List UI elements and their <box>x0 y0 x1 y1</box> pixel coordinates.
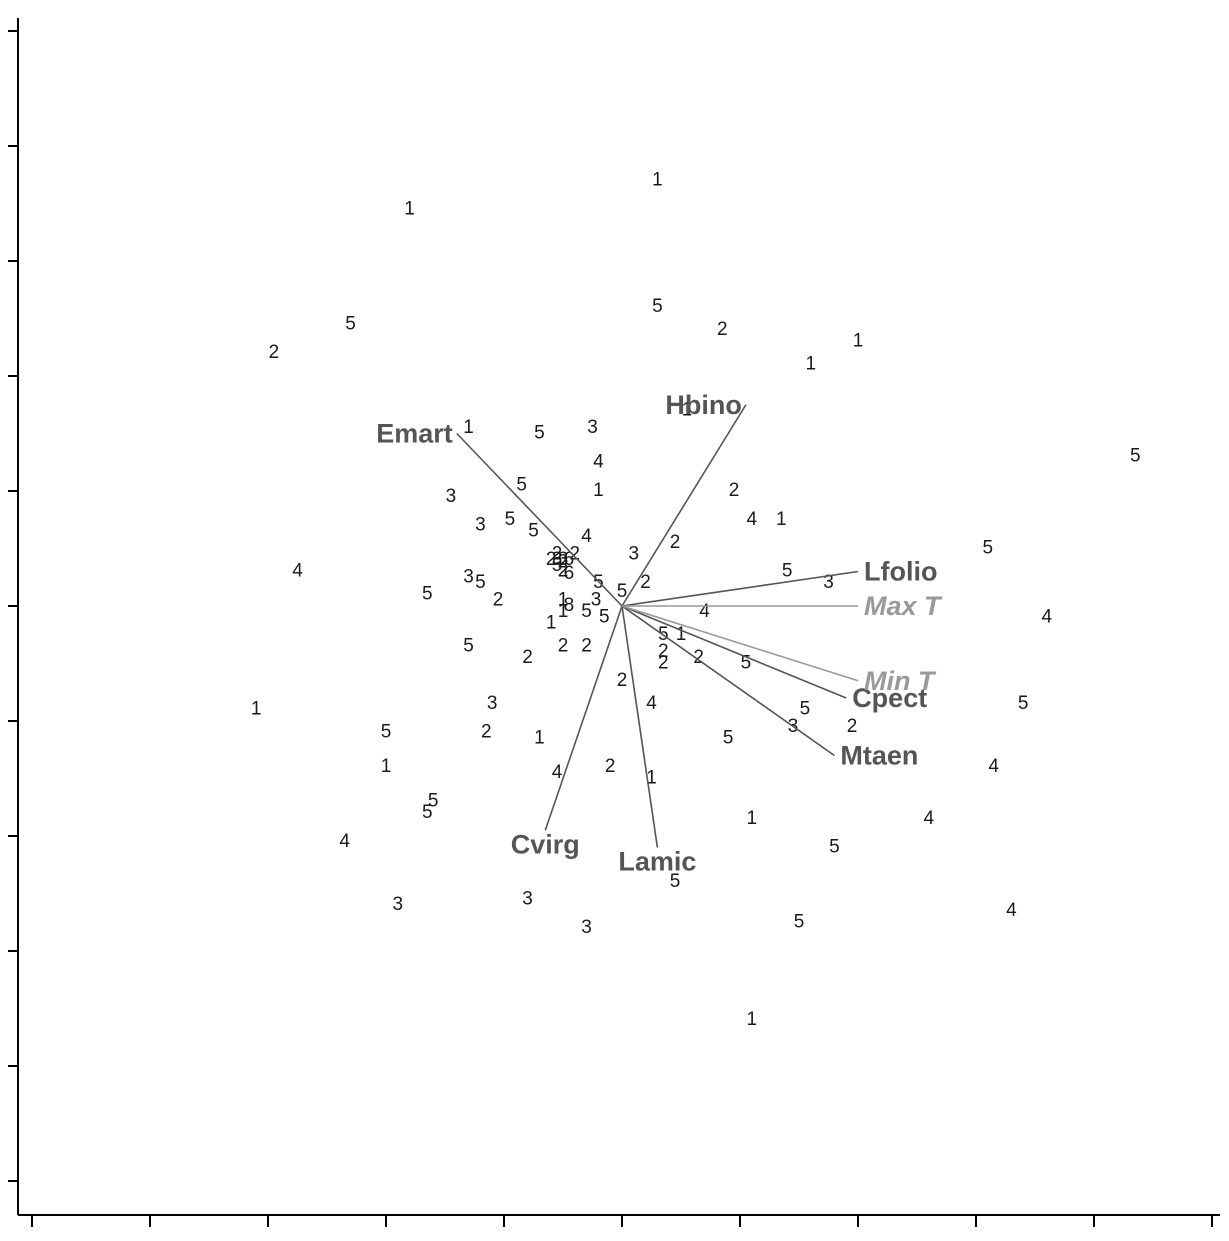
site-point: 5 <box>800 699 811 720</box>
site-point: 2 <box>729 480 740 501</box>
site-point: 5 <box>1018 693 1029 714</box>
site-point: 2 <box>670 532 681 553</box>
site-point: 4 <box>339 831 350 852</box>
site-point: 5 <box>794 911 805 932</box>
site-point: 1 <box>593 480 604 501</box>
site-point: 1 <box>463 417 474 438</box>
site-point: 5 <box>723 727 734 748</box>
site-point: 2 <box>581 635 592 656</box>
site-point: 4 <box>924 808 935 829</box>
site-point: 4 <box>581 526 592 547</box>
species-vector-label: Emart <box>376 419 453 449</box>
site-point: 3 <box>446 486 457 507</box>
site-point: 4 <box>699 601 710 622</box>
site-point: 5 <box>463 635 474 656</box>
site-point: 5 <box>534 423 545 444</box>
site-point: 4 <box>552 762 563 783</box>
site-point: 2 <box>522 647 533 668</box>
site-point: 4 <box>1006 900 1017 921</box>
site-point: 2 <box>717 319 728 340</box>
site-point: 2 <box>558 551 569 572</box>
site-point: 1 <box>404 198 415 219</box>
site-point: 5 <box>422 584 433 605</box>
site-point: 4 <box>593 451 604 472</box>
site-point: 5 <box>345 313 356 334</box>
site-point: 1 <box>546 612 557 633</box>
site-point: 1 <box>676 624 687 645</box>
site-point: 4 <box>292 561 303 582</box>
site-point: 4 <box>988 756 999 777</box>
site-point: 5 <box>1130 446 1141 467</box>
species-vectors: Hbino Emart Lfolio Cpect Mtaen Cvirg Lamic <box>376 390 937 877</box>
site-point: 2 <box>658 653 669 674</box>
site-point: 2 <box>481 722 492 743</box>
site-point: 3 <box>587 417 598 438</box>
site-point: 4 <box>747 509 758 530</box>
site-point: 5 <box>782 561 793 582</box>
site-point: 1 <box>776 509 787 530</box>
site-point: 5 <box>599 607 610 628</box>
site-point: 2 <box>847 716 858 737</box>
site-point: 3 <box>463 566 474 587</box>
site-point: 5 <box>505 509 516 530</box>
site-point: 5 <box>983 538 994 559</box>
site-point: 1 <box>747 1009 758 1030</box>
site-point: 5 <box>422 802 433 823</box>
site-point: 1 <box>747 808 758 829</box>
supplementary-vector-label: Max T <box>864 591 943 621</box>
axis-ticks <box>8 31 1212 1227</box>
site-point: 1 <box>558 601 569 622</box>
site-point: 3 <box>522 888 533 909</box>
site-point: 1 <box>652 170 663 191</box>
site-point: 1 <box>381 756 392 777</box>
supplementary-vector-label: Min T <box>864 666 937 696</box>
site-point: 1 <box>853 331 864 352</box>
site-point: 5 <box>528 520 539 541</box>
site-point: 3 <box>393 894 404 915</box>
site-point: 1 <box>806 354 817 375</box>
species-vector-label: Lfolio <box>864 557 937 587</box>
site-point: 2 <box>493 589 504 610</box>
site-point: 3 <box>581 917 592 938</box>
site-point: 5 <box>381 722 392 743</box>
site-point: 1 <box>534 727 545 748</box>
site-point: 3 <box>629 543 640 564</box>
species-vector-arrow <box>622 606 657 848</box>
site-point: 2 <box>617 670 628 691</box>
site-point: 3 <box>475 515 486 536</box>
species-vector-label: Lamic <box>618 847 696 877</box>
site-point: 5 <box>652 296 663 317</box>
species-vector-label: Cvirg <box>511 829 580 859</box>
site-point: 4 <box>646 693 657 714</box>
site-point: 5 <box>475 572 486 593</box>
site-point: 2 <box>558 635 569 656</box>
species-vector-label: Hbino <box>665 390 741 420</box>
species-vector-arrow <box>622 405 746 606</box>
site-point: 5 <box>516 474 527 495</box>
site-point: 5 <box>829 837 840 858</box>
site-point: 2 <box>269 342 280 363</box>
site-point: 4 <box>1042 607 1053 628</box>
supplementary-vectors: Max T Min T <box>622 591 943 696</box>
site-point: 1 <box>251 699 262 720</box>
site-point: 2 <box>605 756 616 777</box>
site-point: 3 <box>487 693 498 714</box>
species-vector-label: Mtaen <box>840 741 918 771</box>
site-point: 5 <box>581 601 592 622</box>
